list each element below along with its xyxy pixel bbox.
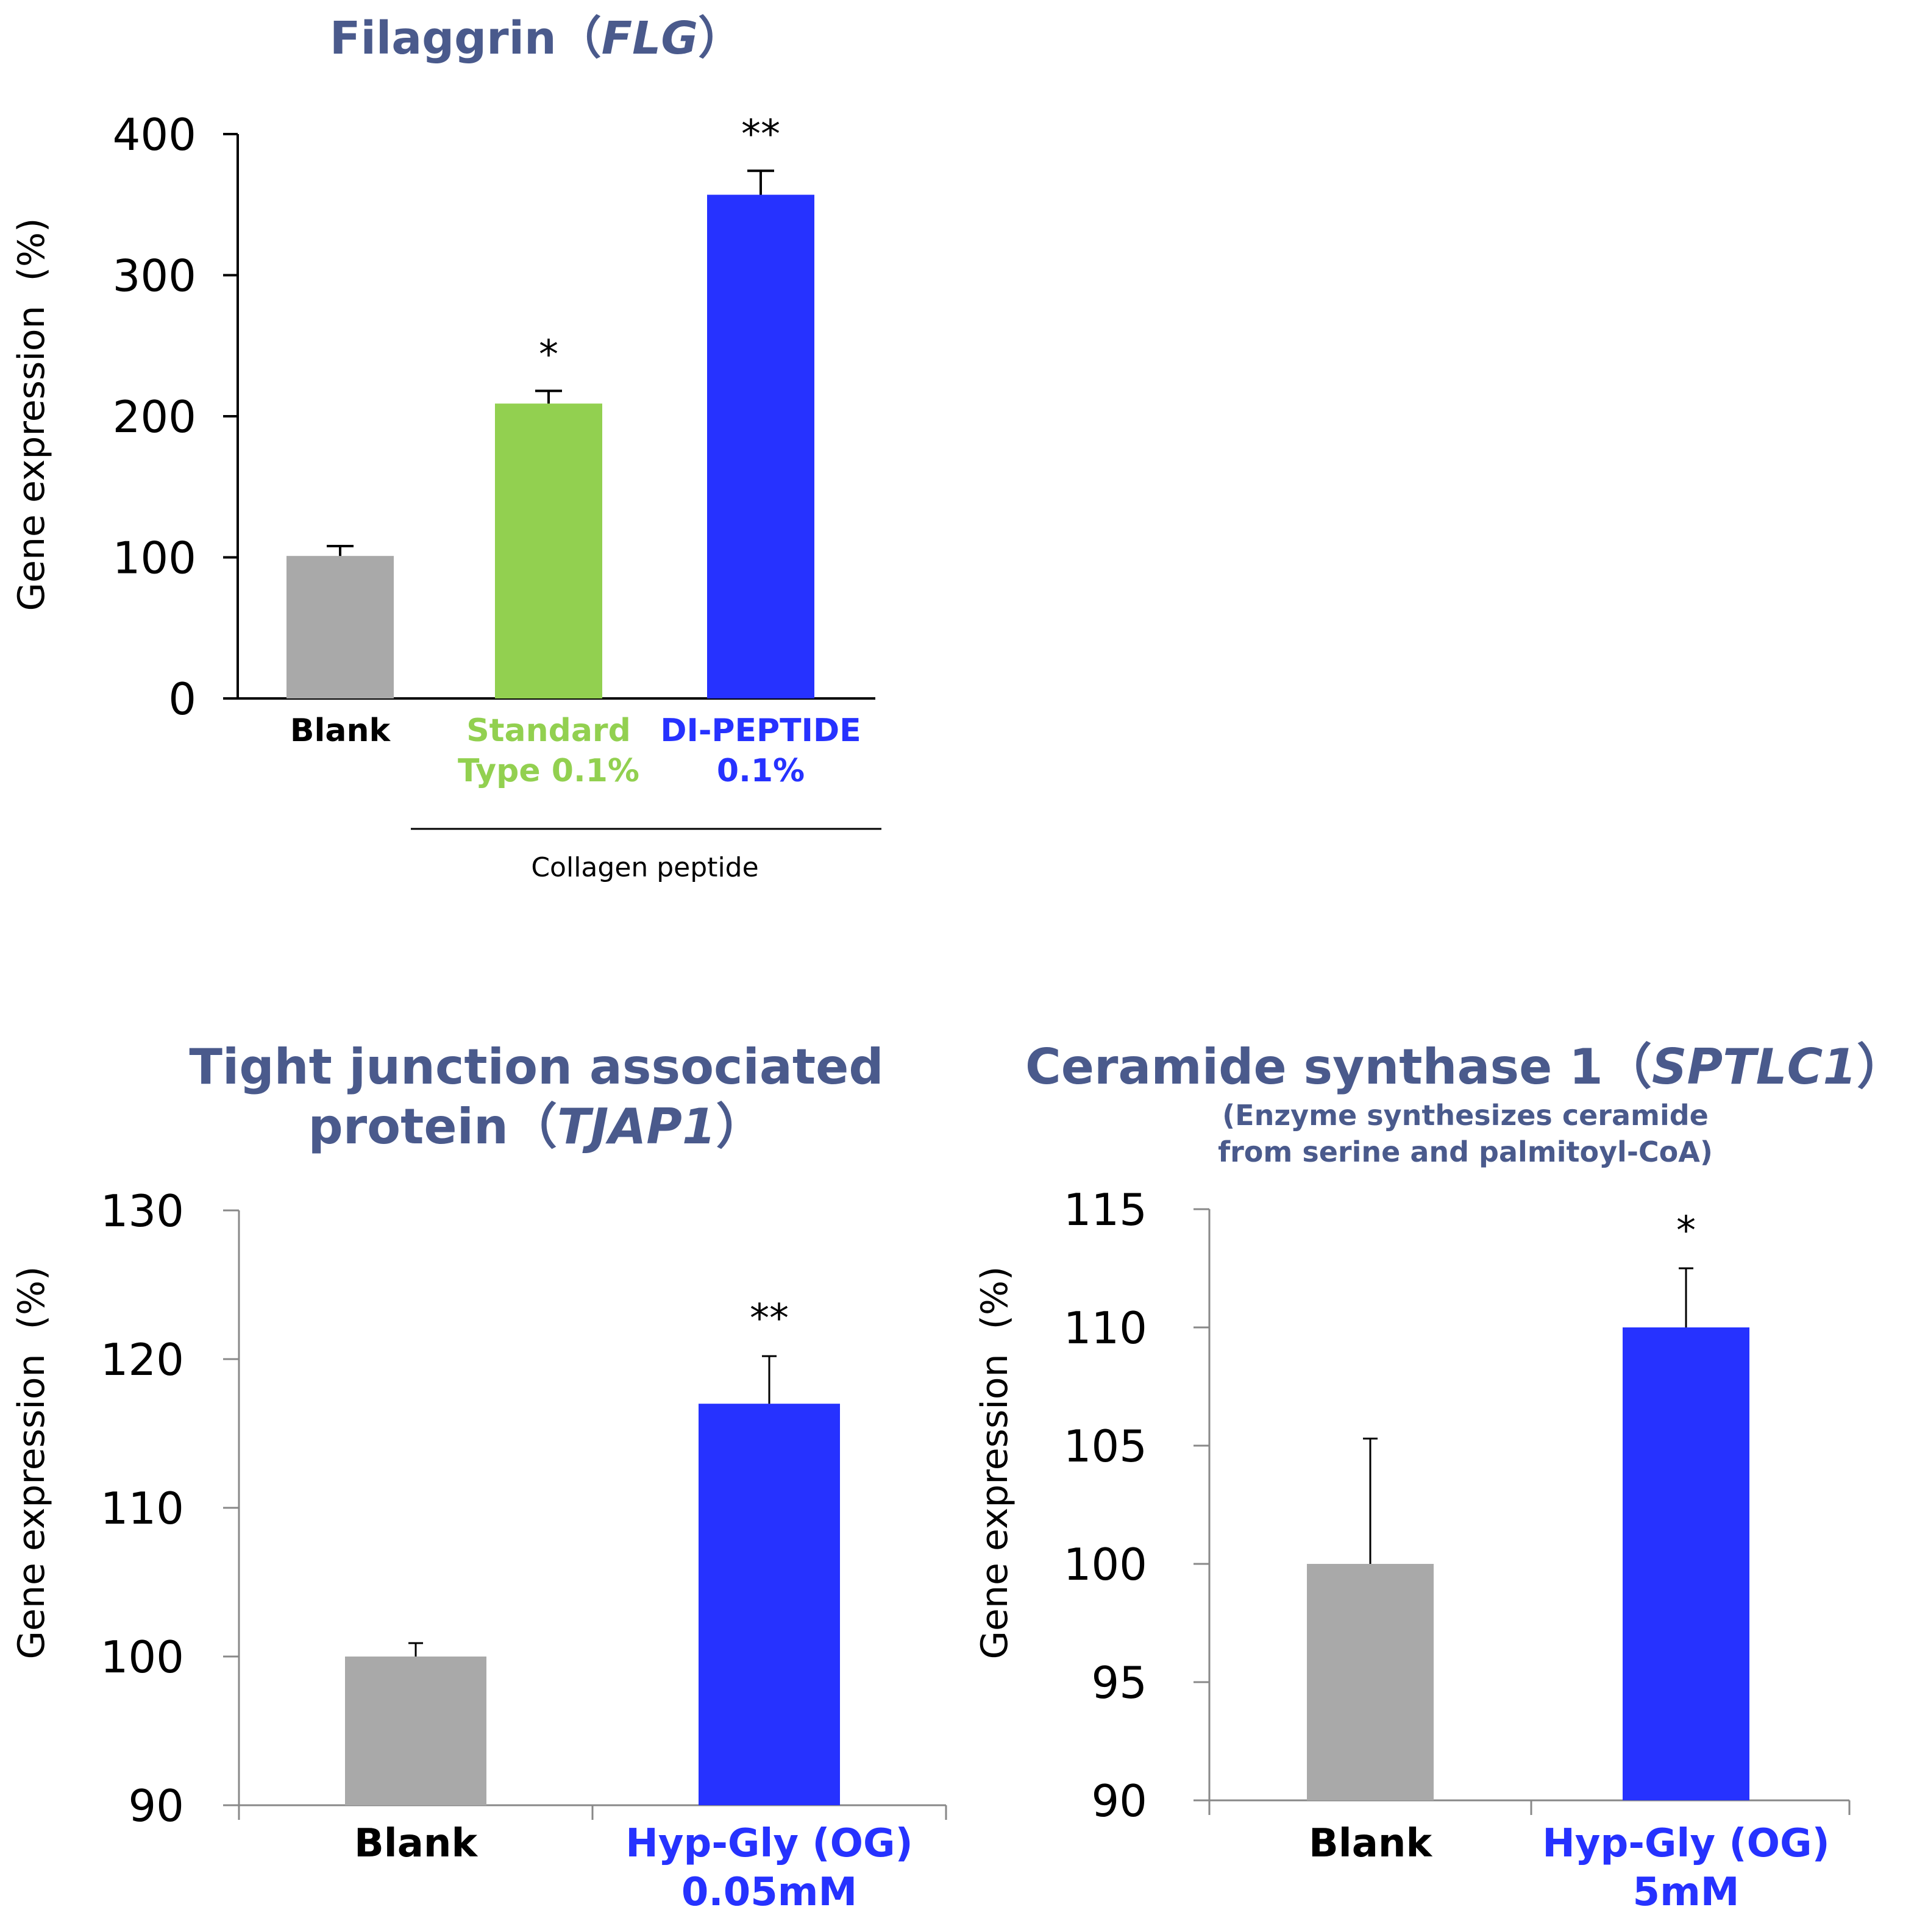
y-tick-label: 100 xyxy=(101,1632,184,1683)
category-label: Hyp-Gly (OG) xyxy=(625,1821,913,1866)
category-label: Type 0.1% xyxy=(458,753,639,789)
bar xyxy=(286,556,394,698)
chart-subtitle: (Enzyme synthesizes ceramide xyxy=(1222,1099,1709,1132)
y-tick-label: 95 xyxy=(1091,1657,1147,1708)
y-tick-label: 110 xyxy=(101,1483,184,1534)
significance-marker: * xyxy=(539,332,558,377)
category-label: Standard xyxy=(466,712,631,749)
category-label: DI-PEPTIDE xyxy=(660,712,861,749)
y-axis-label: Gene expression(%) xyxy=(10,218,53,611)
y-tick-label: 90 xyxy=(128,1780,184,1831)
category-label: Hyp-Gly (OG) xyxy=(1542,1821,1830,1866)
bar xyxy=(707,194,814,698)
category-label: 5mM xyxy=(1633,1870,1740,1915)
bar xyxy=(345,1657,486,1805)
chart-title: Tight junction associated xyxy=(189,1039,883,1095)
y-axis-label: Gene expression(%) xyxy=(973,1266,1016,1660)
chart-title: Ceramide synthase 1（SPTLC1） xyxy=(1025,1039,1905,1095)
y-tick-label: 400 xyxy=(113,109,196,160)
bar xyxy=(1623,1327,1749,1800)
y-tick-label: 100 xyxy=(1064,1539,1147,1590)
chart-title-line2: protein（TJAP1） xyxy=(308,1098,764,1155)
category-label: 0.05mM xyxy=(681,1870,857,1915)
bar xyxy=(1307,1564,1434,1800)
chart-subtitle-line2: from serine and palmitoyl-CoA) xyxy=(1218,1135,1713,1168)
significance-marker: ** xyxy=(741,112,780,157)
y-tick-label: 0 xyxy=(168,673,196,725)
y-axis-label: Gene expression(%) xyxy=(10,1266,53,1660)
group-label: Collagen peptide xyxy=(531,852,758,883)
filaggrin-chart: Filaggrin（FLG） Gene expression(%) 0 100 20… xyxy=(10,12,881,883)
y-tick-label: 120 xyxy=(101,1334,184,1385)
significance-marker: ** xyxy=(750,1296,789,1341)
y-tick-label: 110 xyxy=(1064,1302,1147,1354)
y-tick-label: 100 xyxy=(113,532,196,583)
bar xyxy=(495,403,602,698)
y-tick-label: 130 xyxy=(101,1185,184,1237)
bar xyxy=(699,1404,840,1805)
tjap1-chart: Tight junction associated protein（TJAP1）… xyxy=(10,1039,947,1915)
sptlc1-chart: Ceramide synthase 1（SPTLC1） (Enzyme synt… xyxy=(973,1039,1905,1915)
y-tick-label: 90 xyxy=(1091,1775,1147,1827)
chart-title: Filaggrin（FLG） xyxy=(330,12,743,65)
y-tick-label: 300 xyxy=(113,250,196,301)
category-label: Blank xyxy=(354,1821,478,1866)
y-tick-label: 200 xyxy=(113,391,196,442)
significance-marker: * xyxy=(1676,1209,1696,1254)
y-tick-label: 105 xyxy=(1064,1421,1147,1472)
category-label: 0.1% xyxy=(717,753,805,789)
y-tick-label: 115 xyxy=(1064,1184,1147,1235)
category-label: Blank xyxy=(1309,1821,1432,1866)
category-label: Blank xyxy=(290,712,391,749)
